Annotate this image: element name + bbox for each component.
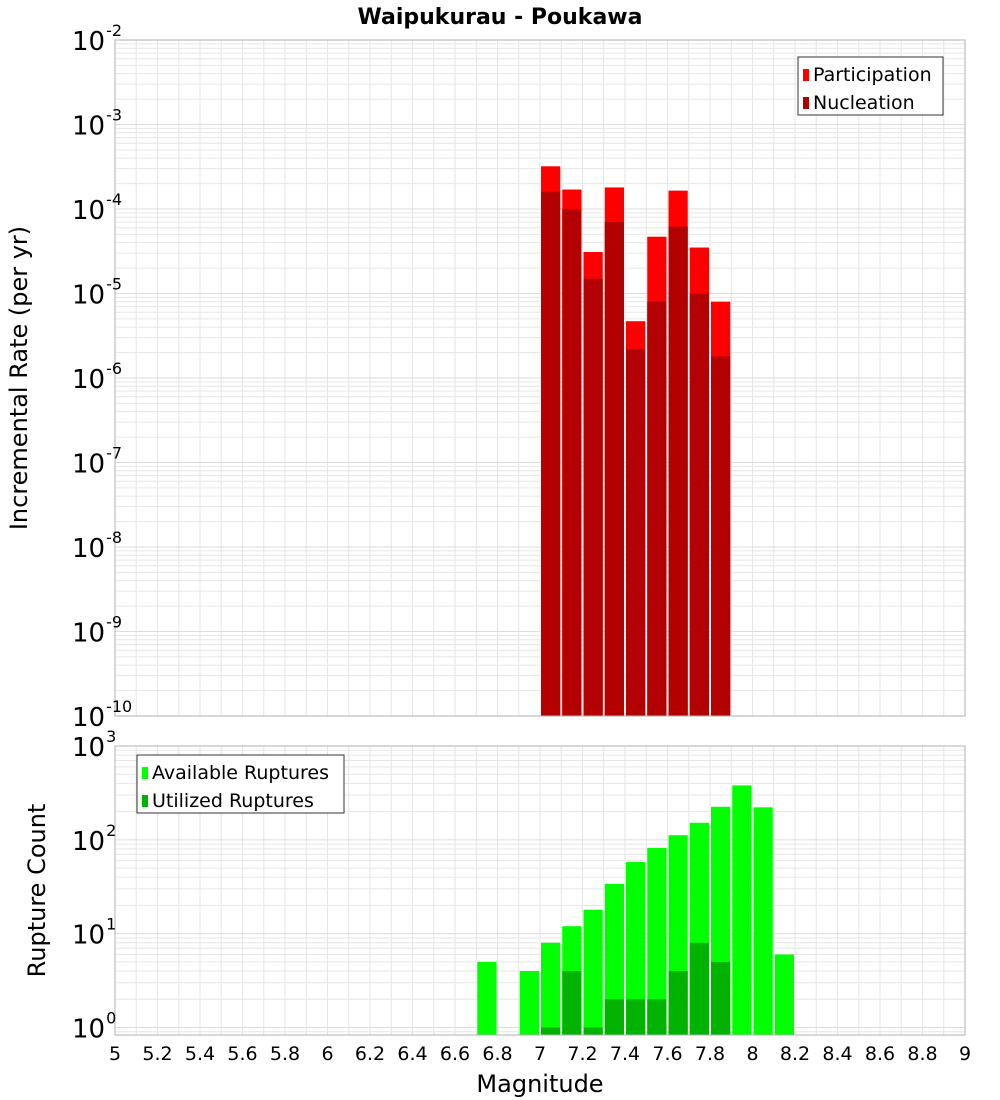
bar-nucleation bbox=[626, 349, 646, 716]
y-tick-label: 10-6 bbox=[72, 359, 122, 395]
bar-nucleation bbox=[541, 191, 561, 717]
y-tick-label: 103 bbox=[72, 727, 116, 763]
x-tick-label: 6.2 bbox=[355, 1043, 385, 1065]
x-axis-label: Magnitude bbox=[476, 1070, 603, 1098]
y-tick-label: 10-10 bbox=[72, 697, 132, 733]
bar-nucleation bbox=[711, 356, 731, 716]
plot-frame bbox=[114, 745, 966, 1036]
x-tick-label: 7 bbox=[534, 1043, 546, 1065]
x-tick-label: 7.6 bbox=[652, 1043, 682, 1065]
bar-utilized-ruptures bbox=[626, 999, 646, 1035]
bar-nucleation bbox=[647, 301, 667, 716]
x-axis: 5 5.2 5.4 5.6 5.8 6 6.2 6.4 6.6 6.8 7 7.2 7.4 7.6 7.8 8… bbox=[109, 1043, 971, 1065]
x-tick-label: 8.8 bbox=[907, 1043, 937, 1065]
plot-frame bbox=[114, 39, 966, 717]
x-tick-label: 8.6 bbox=[865, 1043, 895, 1065]
y-tick-label: 10-5 bbox=[72, 275, 122, 311]
x-tick-label: 6.6 bbox=[440, 1043, 470, 1065]
x-tick-label: 8.4 bbox=[822, 1043, 852, 1065]
rate-panel: 10-10 10-9 10-8 10-7 10-6 10-5 10-4 10-3 10-2 Inc… bbox=[5, 21, 966, 733]
x-tick-label: 8.2 bbox=[780, 1043, 810, 1065]
x-tick-label: 6.8 bbox=[482, 1043, 512, 1065]
bar-nucleation bbox=[583, 278, 603, 716]
y-tick-label: 102 bbox=[72, 821, 116, 857]
x-tick-label: 5.6 bbox=[227, 1043, 257, 1065]
bar-available-ruptures bbox=[647, 847, 667, 1035]
bar-utilized-ruptures bbox=[647, 999, 667, 1035]
y-tick-label: 10-3 bbox=[72, 106, 122, 142]
x-tick-label: 9 bbox=[959, 1043, 971, 1065]
bar-utilized-ruptures bbox=[689, 942, 709, 1035]
y-tick-label: 10-2 bbox=[72, 21, 122, 57]
x-tick-label: 7.8 bbox=[695, 1043, 725, 1065]
y-tick-label: 10-4 bbox=[72, 190, 122, 226]
y-tick-label: 10-7 bbox=[72, 444, 122, 480]
chart-title: Waipukurau - Poukawa bbox=[358, 5, 643, 30]
bar-available-ruptures bbox=[541, 942, 561, 1035]
legend-swatch bbox=[803, 97, 809, 109]
x-tick-label: 5.8 bbox=[270, 1043, 300, 1065]
legend-swatch bbox=[803, 69, 809, 81]
legend: Available Ruptures Utilized Ruptures bbox=[136, 754, 345, 814]
x-tick-label: 5 bbox=[109, 1043, 121, 1065]
bar-nucleation bbox=[562, 209, 582, 716]
bar-available-ruptures bbox=[583, 909, 603, 1035]
bar-utilized-ruptures bbox=[604, 999, 624, 1035]
y-tick-label: 10-9 bbox=[72, 613, 122, 649]
bar-available-ruptures bbox=[753, 807, 773, 1035]
x-tick-label: 6 bbox=[321, 1043, 333, 1065]
bar-utilized-ruptures bbox=[668, 971, 688, 1035]
bar-nucleation bbox=[604, 222, 624, 716]
legend-swatch bbox=[142, 767, 148, 779]
bar-utilized-ruptures bbox=[541, 1027, 561, 1035]
y-axis-label: Rupture Count bbox=[23, 804, 51, 978]
legend-entry: Utilized Ruptures bbox=[152, 790, 314, 812]
legend: Participation Nucleation bbox=[797, 56, 944, 116]
legend-box bbox=[797, 56, 944, 116]
bar-utilized-ruptures bbox=[562, 971, 582, 1035]
y-tick-label: 101 bbox=[72, 915, 116, 951]
x-tick-label: 8 bbox=[746, 1043, 758, 1065]
y-tick-label: 10-8 bbox=[72, 528, 122, 564]
legend-entry: Available Ruptures bbox=[152, 762, 329, 784]
bar-available-ruptures bbox=[732, 785, 752, 1035]
legend-entry: Participation bbox=[813, 64, 932, 86]
legend-swatch bbox=[142, 795, 148, 807]
x-tick-label: 6.4 bbox=[397, 1043, 427, 1065]
bar-nucleation bbox=[689, 293, 709, 716]
bar-available-ruptures bbox=[604, 883, 624, 1035]
y-axis-label: Incremental Rate (per yr) bbox=[5, 226, 33, 530]
count-panel: 100 101 102 103 Rupture Count Available Ruptu… bbox=[23, 727, 966, 1044]
bar-utilized-ruptures bbox=[711, 961, 731, 1035]
bar-utilized-ruptures bbox=[583, 1027, 603, 1035]
x-tick-label: 5.2 bbox=[142, 1043, 172, 1065]
bar-available-ruptures bbox=[774, 954, 794, 1035]
x-tick-label: 7.2 bbox=[567, 1043, 597, 1065]
bar-available-ruptures bbox=[519, 971, 539, 1035]
x-tick-label: 5.4 bbox=[185, 1043, 215, 1065]
y-tick-label: 100 bbox=[72, 1008, 116, 1044]
legend-box bbox=[136, 754, 345, 814]
bar-nucleation bbox=[668, 226, 688, 716]
x-tick-label: 7.4 bbox=[610, 1043, 640, 1065]
legend-entry: Nucleation bbox=[813, 92, 915, 114]
bar-available-ruptures bbox=[626, 862, 646, 1035]
bar-available-ruptures bbox=[477, 961, 497, 1035]
